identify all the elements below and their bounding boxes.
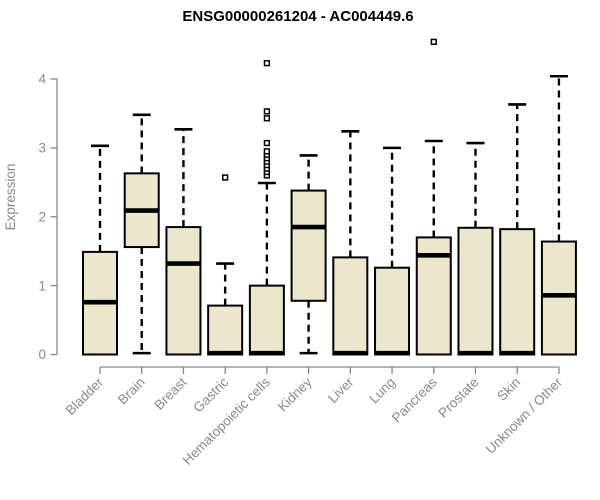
outlier-point: [263, 148, 271, 155]
y-tick-label: 0: [38, 347, 46, 362]
box-group-kidney: [290, 154, 327, 355]
box-group-prostate: [457, 141, 494, 356]
x-tick-label-unknown-other: Unknown / Other: [483, 374, 566, 457]
box-group-pancreas: [415, 38, 452, 356]
x-tick-label-liver: Liver: [325, 374, 357, 406]
box: [499, 228, 536, 356]
box: [332, 256, 369, 356]
outlier-point: [263, 60, 271, 67]
chart-title: ENSG00000261204 - AC004449.6: [182, 8, 413, 25]
box: [248, 284, 285, 356]
x-tick-label-bladder: Bladder: [63, 374, 107, 418]
y-axis: 0 1 2 3 4: [38, 72, 58, 362]
box: [290, 189, 327, 302]
box: [457, 226, 494, 356]
y-tick-label: 4: [38, 72, 46, 87]
box-group-bladder: [82, 144, 118, 356]
y-tick-label: 2: [38, 209, 46, 224]
outlier-point: [430, 38, 437, 45]
y-tick-label: 1: [38, 278, 46, 293]
x-tick-label-skin: Skin: [494, 375, 523, 404]
box-group-gastric: [207, 174, 244, 356]
box-group-hematopoietic-cells: [248, 60, 285, 356]
outlier-point: [222, 174, 229, 181]
x-tick-label-pancreas: Pancreas: [389, 374, 440, 425]
box: [207, 304, 244, 356]
plot-area: 0 1 2 3 4 Bladder Brain Breast GastricHematopoie…: [38, 38, 577, 468]
box-group-lung: [374, 146, 411, 356]
box: [540, 240, 577, 356]
x-tick-label-kidney: Kidney: [275, 374, 315, 414]
y-tick-label: 3: [38, 141, 46, 156]
box-group-skin: [499, 103, 536, 356]
box-group-brain: [123, 113, 160, 355]
x-tick-label-breast: Breast: [151, 374, 189, 412]
outlier-point: [263, 108, 271, 115]
y-axis-label: Expression: [3, 164, 18, 231]
x-tick-label-prostate: Prostate: [435, 375, 481, 421]
box: [374, 266, 411, 356]
x-tick-label-brain: Brain: [115, 375, 148, 408]
outlier-point: [263, 139, 271, 147]
box: [165, 226, 202, 356]
outlier-point: [263, 115, 271, 122]
box-group-unknown-other: [540, 74, 577, 356]
box-group-liver: [332, 130, 369, 356]
box-group-breast: [165, 127, 202, 356]
x-tick-label-gastric: Gastric: [190, 374, 231, 415]
x-tick-label-lung: Lung: [366, 375, 398, 407]
